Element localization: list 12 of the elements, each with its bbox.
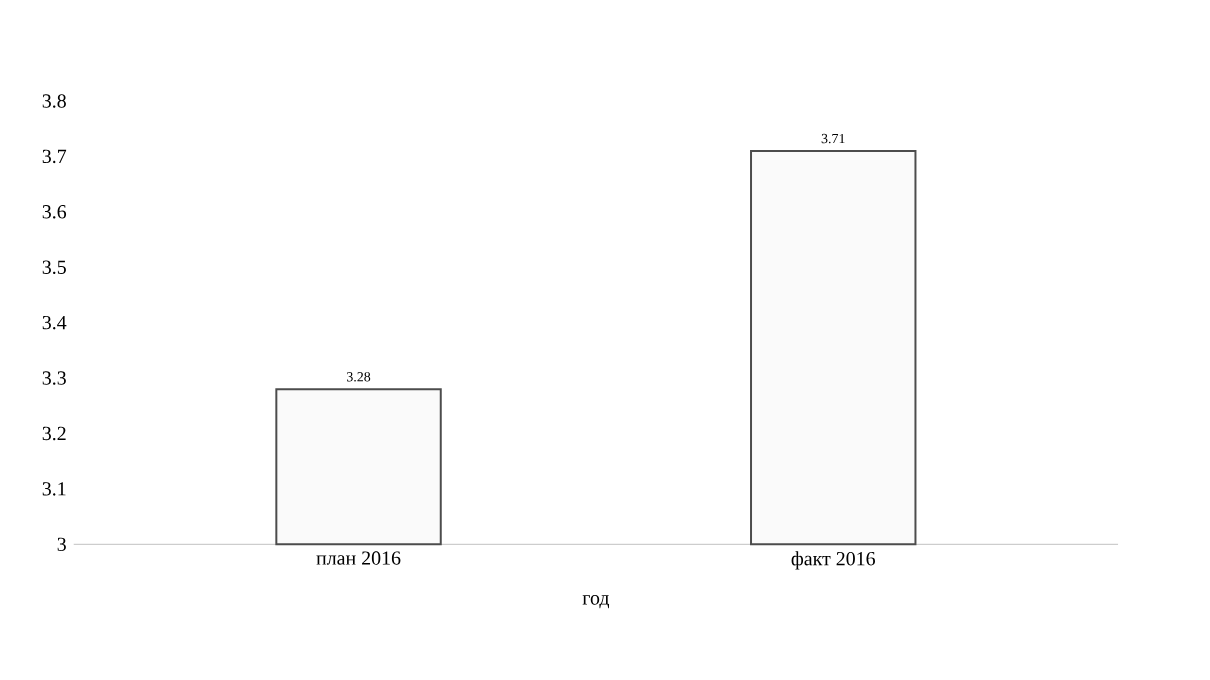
y-tick-label: 3.3	[42, 371, 66, 385]
y-tick-label: 3.2	[42, 426, 66, 441]
y-tick-label: 3.1	[42, 481, 66, 496]
y-tick-label: 3.5	[42, 260, 66, 274]
y-tick-label: 3.7	[42, 149, 67, 163]
y-tick-label: 3.8	[42, 94, 66, 108]
y-tick-label: 3.6	[42, 204, 67, 219]
x-tick-label: план 2016	[316, 551, 401, 565]
y-tick-label: 3	[57, 537, 66, 551]
x-tick-label: факт 2016	[791, 551, 876, 570]
y-tick-label: 3.4	[42, 315, 67, 330]
x-axis-title: год	[582, 594, 610, 609]
